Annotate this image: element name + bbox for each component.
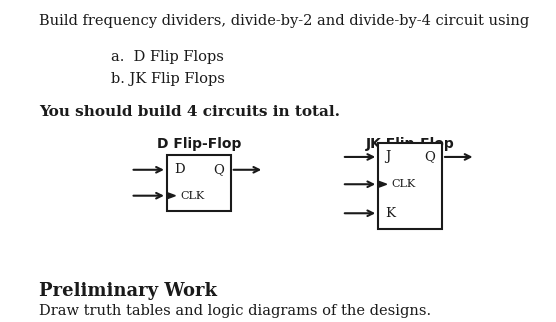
Text: Build frequency dividers, divide-by-2 and divide-by-4 circuit using: Build frequency dividers, divide-by-2 an… [39, 14, 529, 28]
Text: D Flip-Flop: D Flip-Flop [157, 137, 241, 151]
Text: b. JK Flip Flops: b. JK Flip Flops [111, 72, 225, 86]
Text: JK Flip-Flop: JK Flip-Flop [366, 137, 455, 151]
Bar [378, 143, 442, 229]
Text: CLK: CLK [180, 191, 205, 201]
Text: Preliminary Work: Preliminary Work [39, 282, 217, 300]
Text: a.  D Flip Flops: a. D Flip Flops [111, 50, 224, 64]
Text: CLK: CLK [391, 179, 416, 189]
Text: Q: Q [213, 163, 224, 176]
Text: J: J [385, 150, 391, 164]
Polygon shape [378, 181, 386, 187]
Bar [167, 155, 231, 211]
Text: Draw truth tables and logic diagrams of the designs.: Draw truth tables and logic diagrams of … [39, 304, 431, 318]
Polygon shape [167, 193, 175, 199]
Text: Q: Q [424, 150, 435, 164]
Text: D: D [174, 163, 185, 176]
Text: K: K [385, 207, 395, 220]
Text: You should build 4 circuits in total.: You should build 4 circuits in total. [39, 105, 340, 118]
